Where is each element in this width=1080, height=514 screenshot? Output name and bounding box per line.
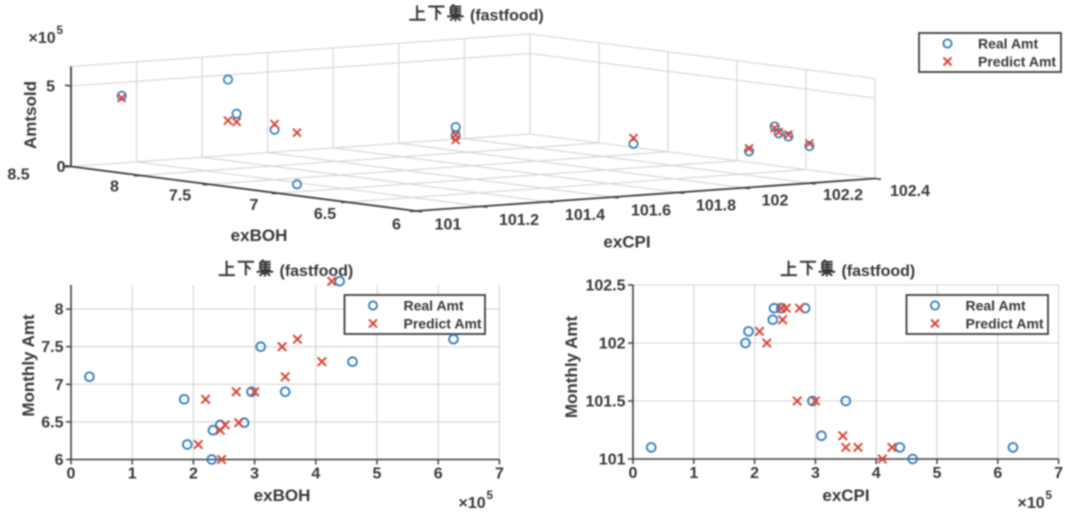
svg-text:Monthly Amt: Monthly Amt [19,314,38,417]
svg-text:5: 5 [487,489,494,502]
svg-text:8.5: 8.5 [7,167,29,184]
svg-text:4: 4 [311,466,320,483]
svg-text:101: 101 [435,217,462,234]
svg-text:2: 2 [189,466,198,483]
svg-text:6: 6 [392,217,401,234]
svg-text:(fastfood): (fastfood) [842,263,916,280]
svg-text:101.4: 101.4 [565,207,605,224]
svg-text:7: 7 [250,197,259,214]
svg-text:5: 5 [57,24,64,37]
svg-text:7: 7 [495,466,504,483]
svg-text:Real Amt: Real Amt [966,298,1027,314]
svg-text:Real Amt: Real Amt [978,36,1039,52]
svg-text:5: 5 [46,79,55,96]
svg-text:7: 7 [1054,465,1063,482]
svg-text:8: 8 [55,302,64,319]
svg-text:0: 0 [57,159,66,176]
svg-text:102.2: 102.2 [823,187,863,204]
svg-text:0: 0 [67,466,76,483]
svg-text:(fastfood): (fastfood) [470,8,544,25]
svg-text:102: 102 [599,336,626,353]
svg-text:1: 1 [128,466,137,483]
svg-text:102.5: 102.5 [585,278,625,295]
svg-text:101.6: 101.6 [631,203,671,220]
svg-text:(fastfood): (fastfood) [280,263,354,280]
svg-text:Real Amt: Real Amt [404,298,465,314]
svg-text:101.2: 101.2 [499,212,539,229]
svg-text:6: 6 [434,466,443,483]
svg-text:102.4: 102.4 [890,183,930,200]
svg-text:101.8: 101.8 [696,198,736,215]
svg-text:Predict Amt: Predict Amt [404,316,482,332]
svg-text:6.5: 6.5 [314,206,336,223]
svg-text:102: 102 [762,193,789,210]
svg-text:Predict Amt: Predict Amt [966,316,1044,332]
svg-text:Amtsold: Amtsold [21,81,40,149]
svg-text:×10: ×10 [1018,495,1045,512]
svg-text:101.5: 101.5 [585,394,625,411]
svg-text:3: 3 [811,465,820,482]
svg-text:5: 5 [1046,489,1053,502]
svg-text:7.5: 7.5 [169,188,191,205]
svg-text:5: 5 [933,465,942,482]
svg-text:0: 0 [629,465,638,482]
svg-text:6.5: 6.5 [41,414,63,431]
svg-text:exBOH: exBOH [254,486,311,505]
svg-text:7: 7 [55,377,64,394]
svg-text:101: 101 [599,452,626,469]
svg-text:exBOH: exBOH [231,226,288,245]
svg-text:exCPI: exCPI [822,486,869,505]
svg-text:×10: ×10 [29,30,56,47]
svg-text:Monthly Amt: Monthly Amt [562,316,581,419]
svg-text:8: 8 [110,179,119,196]
svg-text:exCPI: exCPI [603,233,650,252]
svg-text:Predict Amt: Predict Amt [978,54,1056,70]
svg-text:6: 6 [993,465,1002,482]
svg-text:7.5: 7.5 [41,339,63,356]
svg-text:6: 6 [55,452,64,469]
svg-text:1: 1 [689,465,698,482]
svg-text:×10: ×10 [459,495,486,512]
svg-text:5: 5 [373,466,382,483]
svg-text:4: 4 [872,465,881,482]
svg-text:3: 3 [250,466,259,483]
svg-text:2: 2 [750,465,759,482]
